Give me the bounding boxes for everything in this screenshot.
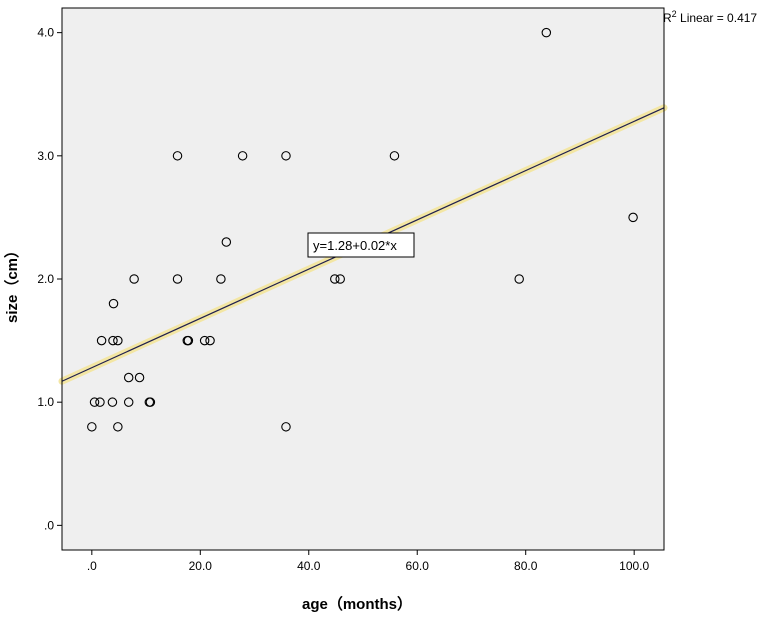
data-point xyxy=(281,151,291,161)
data-point xyxy=(145,397,156,407)
data-point xyxy=(123,397,134,407)
data-point xyxy=(514,274,524,284)
data-point xyxy=(108,298,119,309)
data-point xyxy=(95,397,105,407)
data-point xyxy=(330,274,340,284)
data-point xyxy=(172,151,183,161)
data-point xyxy=(281,422,291,432)
y-tick-label: 4.0 xyxy=(37,26,54,40)
data-point xyxy=(172,274,183,284)
data-point xyxy=(389,151,400,161)
r2-prefix: R xyxy=(663,11,672,25)
y-tick-label: 2.0 xyxy=(37,272,54,286)
data-point xyxy=(216,274,226,284)
data-point xyxy=(96,335,107,346)
x-tick-label: 60.0 xyxy=(406,559,430,573)
y-tick-label: 3.0 xyxy=(37,149,54,163)
data-point xyxy=(123,372,134,383)
x-tick-label: 40.0 xyxy=(297,559,321,573)
data-point xyxy=(134,372,145,383)
data-point xyxy=(199,335,210,346)
data-point xyxy=(205,335,215,346)
plot-frame xyxy=(61,7,665,551)
data-point xyxy=(628,212,638,223)
data-point xyxy=(89,397,100,407)
x-axis-title: age（months） xyxy=(302,595,412,613)
data-point xyxy=(129,274,139,284)
data-point xyxy=(113,422,123,432)
data-point xyxy=(335,274,345,284)
equation-label: y=1.28+0.02*x xyxy=(313,238,397,253)
data-point xyxy=(541,27,552,38)
plot-area xyxy=(62,8,664,550)
x-tick-label: 20.0 xyxy=(189,559,213,573)
r2-value: Linear = 0.417 xyxy=(677,11,758,25)
y-tick-label: .0 xyxy=(44,518,54,532)
equation-box-border xyxy=(307,232,415,258)
y-axis-title: size（cm） xyxy=(3,243,21,323)
x-axis: .0 20.0 40.0 60.0 80.0 100.0 xyxy=(87,550,650,573)
data-point xyxy=(87,422,97,432)
data-points xyxy=(87,27,638,432)
y-tick-label: 1.0 xyxy=(37,395,54,409)
data-point xyxy=(183,335,194,346)
data-point xyxy=(107,397,118,407)
data-point xyxy=(221,237,232,247)
equation-box: y=1.28+0.02*x xyxy=(307,232,415,258)
x-tick-label: .0 xyxy=(87,559,97,573)
r2-label: R2 Linear = 0.417 xyxy=(663,9,757,25)
x-tick-label: 100.0 xyxy=(619,559,649,573)
data-point xyxy=(108,335,118,346)
r2-superscript: 2 xyxy=(672,9,677,19)
data-point xyxy=(237,151,248,161)
y-axis: .0 1.0 2.0 3.0 4.0 xyxy=(37,26,62,532)
data-point xyxy=(113,335,123,346)
x-tick-label: 80.0 xyxy=(514,559,538,573)
